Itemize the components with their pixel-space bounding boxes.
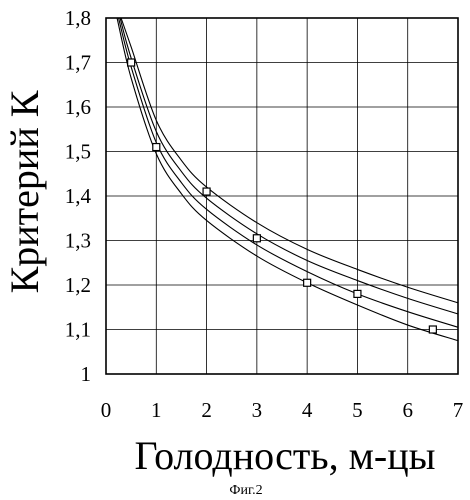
x-tick-label: 3 — [252, 398, 263, 422]
x-tick-label: 5 — [352, 398, 363, 422]
series-line-1 — [120, 17, 459, 304]
y-tick-label: 1,1 — [65, 318, 91, 342]
y-tick-label: 1,5 — [65, 140, 91, 164]
y-tick-label: 1,8 — [65, 6, 91, 30]
x-tick-label: 7 — [453, 398, 464, 422]
data-point-marker — [428, 325, 437, 334]
y-axis-title: Критерий К — [2, 90, 47, 293]
data-point-marker — [152, 142, 161, 152]
series-line-3 — [118, 17, 459, 328]
x-tick-label: 6 — [402, 398, 413, 422]
y-tick-label: 1,3 — [65, 229, 91, 253]
curves — [116, 17, 459, 342]
x-tick-labels: 0 1 2 3 4 5 6 7 — [101, 398, 464, 422]
grid — [105, 17, 459, 375]
data-point-marker — [252, 234, 261, 243]
y-tick-labels: 1 1,1 1,2 1,3 1,4 1,5 1,6 1,7 1,8 — [65, 6, 92, 386]
y-tick-label: 1 — [81, 362, 92, 386]
x-tick-label: 4 — [302, 398, 313, 422]
markers — [127, 58, 437, 334]
x-tick-label: 0 — [101, 398, 112, 422]
y-tick-label: 1,6 — [65, 95, 91, 119]
data-point-marker — [127, 58, 136, 67]
figure-caption: Фиг.2 — [229, 483, 262, 498]
data-point-marker — [202, 187, 211, 196]
y-tick-label: 1,2 — [65, 273, 91, 297]
plot-frame — [105, 17, 459, 375]
data-point-marker — [303, 278, 312, 287]
y-tick-label: 1,7 — [65, 51, 91, 75]
data-point-marker — [353, 289, 362, 298]
x-tick-label: 1 — [151, 398, 162, 422]
series-line-2 — [119, 17, 459, 315]
series-line-4 — [116, 17, 459, 342]
x-axis-title: Голодность, м-цы — [134, 433, 435, 478]
y-tick-label: 1,4 — [65, 184, 92, 208]
x-tick-label: 2 — [201, 398, 212, 422]
